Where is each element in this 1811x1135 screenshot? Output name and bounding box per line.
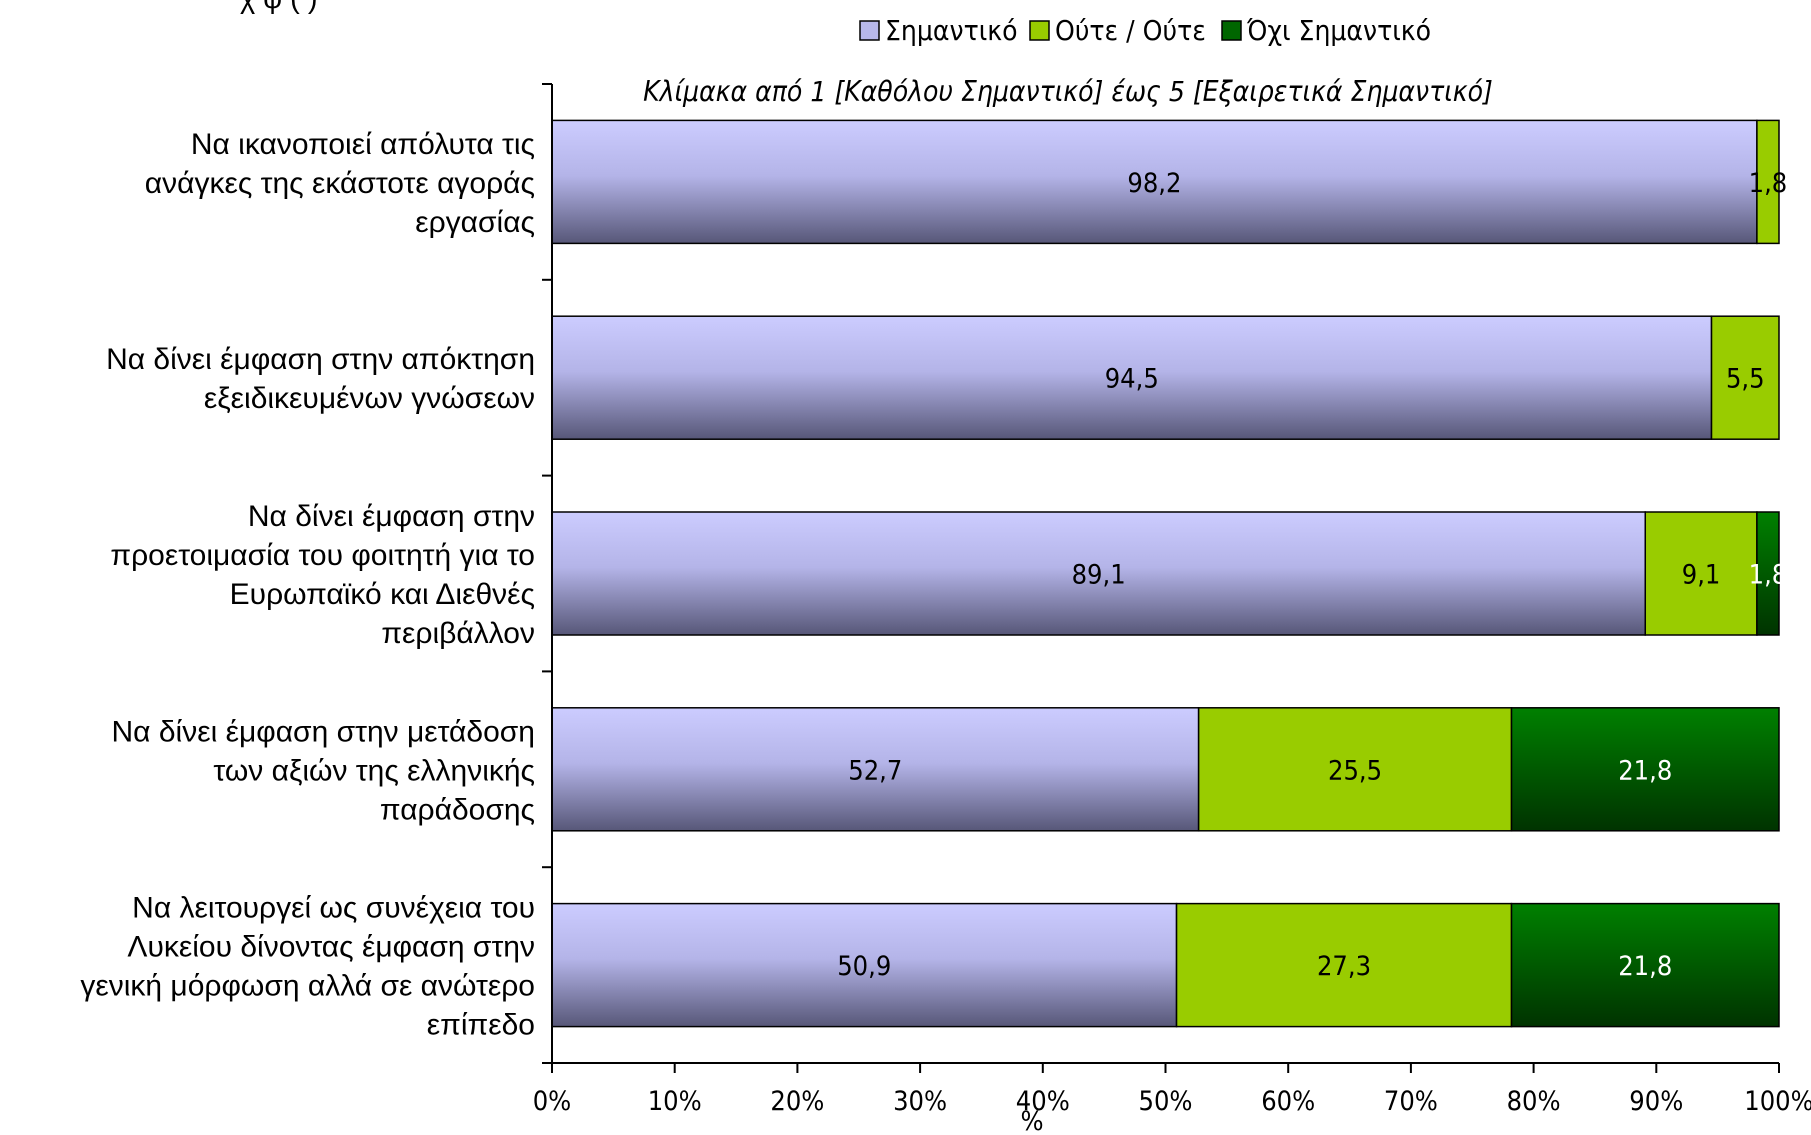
category-labels: Να ικανοποιεί απόλυτα τις ανάγκες της εκά… (80, 128, 535, 1042)
x-tick-label: 100% (1744, 1086, 1811, 1117)
x-tick-label: 30% (893, 1086, 947, 1117)
data-label: 25,5 (1328, 755, 1382, 786)
x-tick-label: 20% (770, 1086, 824, 1117)
bar-segment (1510, 902, 1780, 1028)
data-label: 89,1 (1072, 560, 1126, 591)
x-tick-label: 40% (1016, 1086, 1070, 1117)
legend-entry: Ούτε / Ούτε (1055, 14, 1206, 47)
data-label: 1,8 (1749, 168, 1788, 199)
bar-segment (551, 119, 1758, 245)
bar-segment (1510, 707, 1780, 832)
bar-segment (551, 707, 1200, 832)
bar-segment (1756, 119, 1780, 245)
bar-segment (1197, 707, 1513, 832)
bar-segment (1644, 511, 1758, 636)
category-label: Να δίνει έμφαση στην προετοιμασία του φοι… (110, 500, 535, 650)
data-label: 21,8 (1618, 951, 1672, 982)
x-tick-label: 70% (1384, 1086, 1438, 1117)
data-label: 21,8 (1618, 755, 1672, 786)
bar-segment (551, 511, 1647, 636)
x-tick-label: 50% (1139, 1086, 1193, 1117)
category-label: Να δίνει έμφαση στην μετάδοση των αξιών τ… (112, 715, 535, 826)
category-label: Να δίνει έμφαση στην απόκτηση εξειδικευμέ… (106, 343, 535, 415)
data-label: 98,2 (1127, 168, 1181, 199)
x-tick-label: 10% (648, 1086, 702, 1117)
x-tick-label: 60% (1261, 1086, 1315, 1117)
legend-swatch (1221, 20, 1242, 41)
bar-segment (551, 902, 1178, 1028)
axes: 0% 10% 20% 30% 40% 50% 60% 70% 80% 90% 100% (533, 83, 1811, 1117)
bar-segment (1175, 902, 1513, 1028)
legend: Σημαντικό Ούτε / Ούτε Όχι Σημαντικό (859, 14, 1431, 47)
category-label: Να ικανοποιεί απόλυτα τις ανάγκες της εκά… (145, 128, 535, 239)
x-tick-label: 0% (533, 1086, 572, 1117)
bar-segment (1710, 315, 1780, 440)
x-tick-label: 90% (1629, 1086, 1683, 1117)
bar-segment (551, 315, 1713, 440)
data-label: 52,7 (848, 755, 902, 786)
chart-subtitle: Κλίμακα από 1 [Καθόλου Σημαντικό] έως 5 … (643, 75, 1493, 108)
legend-swatch (859, 20, 880, 41)
data-label: 94,5 (1105, 364, 1159, 395)
legend-entry: Σημαντικό (885, 14, 1018, 47)
data-label: 50,9 (837, 951, 891, 982)
chart-title: χ φ ( ) (240, 0, 318, 15)
bar-segment (1756, 511, 1780, 636)
data-label: 9,1 (1682, 560, 1721, 591)
legend-entry: Όχι Σημαντικό (1246, 14, 1431, 47)
data-label: 27,3 (1317, 951, 1371, 982)
bars: 98,2 1,8 94,5 5,5 89,1 9,1 1,8 52,7 25,5 21,8 50,9… (551, 119, 1788, 1028)
x-axis-label: % (1020, 1106, 1043, 1135)
x-tick-label: 80% (1507, 1086, 1561, 1117)
legend-swatch (1029, 20, 1050, 41)
data-label: 5,5 (1726, 364, 1765, 395)
data-label: 1,8 (1749, 560, 1788, 591)
category-label: Να λειτουργεί ως συνέχεια του Λυκείου δίν… (80, 892, 535, 1042)
